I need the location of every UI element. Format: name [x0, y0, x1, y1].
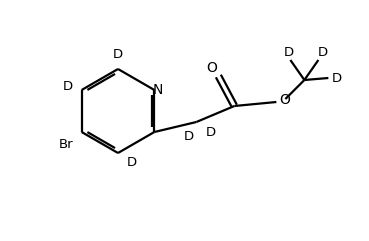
Text: D: D — [63, 80, 73, 93]
Text: O: O — [279, 93, 290, 107]
Text: D: D — [113, 48, 123, 61]
Text: D: D — [283, 46, 293, 59]
Text: D: D — [127, 156, 137, 169]
Text: D: D — [183, 129, 193, 142]
Text: O: O — [206, 61, 217, 75]
Text: D: D — [205, 126, 215, 139]
Text: N: N — [152, 83, 163, 97]
Text: Br: Br — [58, 138, 73, 150]
Text: D: D — [317, 46, 327, 59]
Text: D: D — [331, 72, 341, 85]
